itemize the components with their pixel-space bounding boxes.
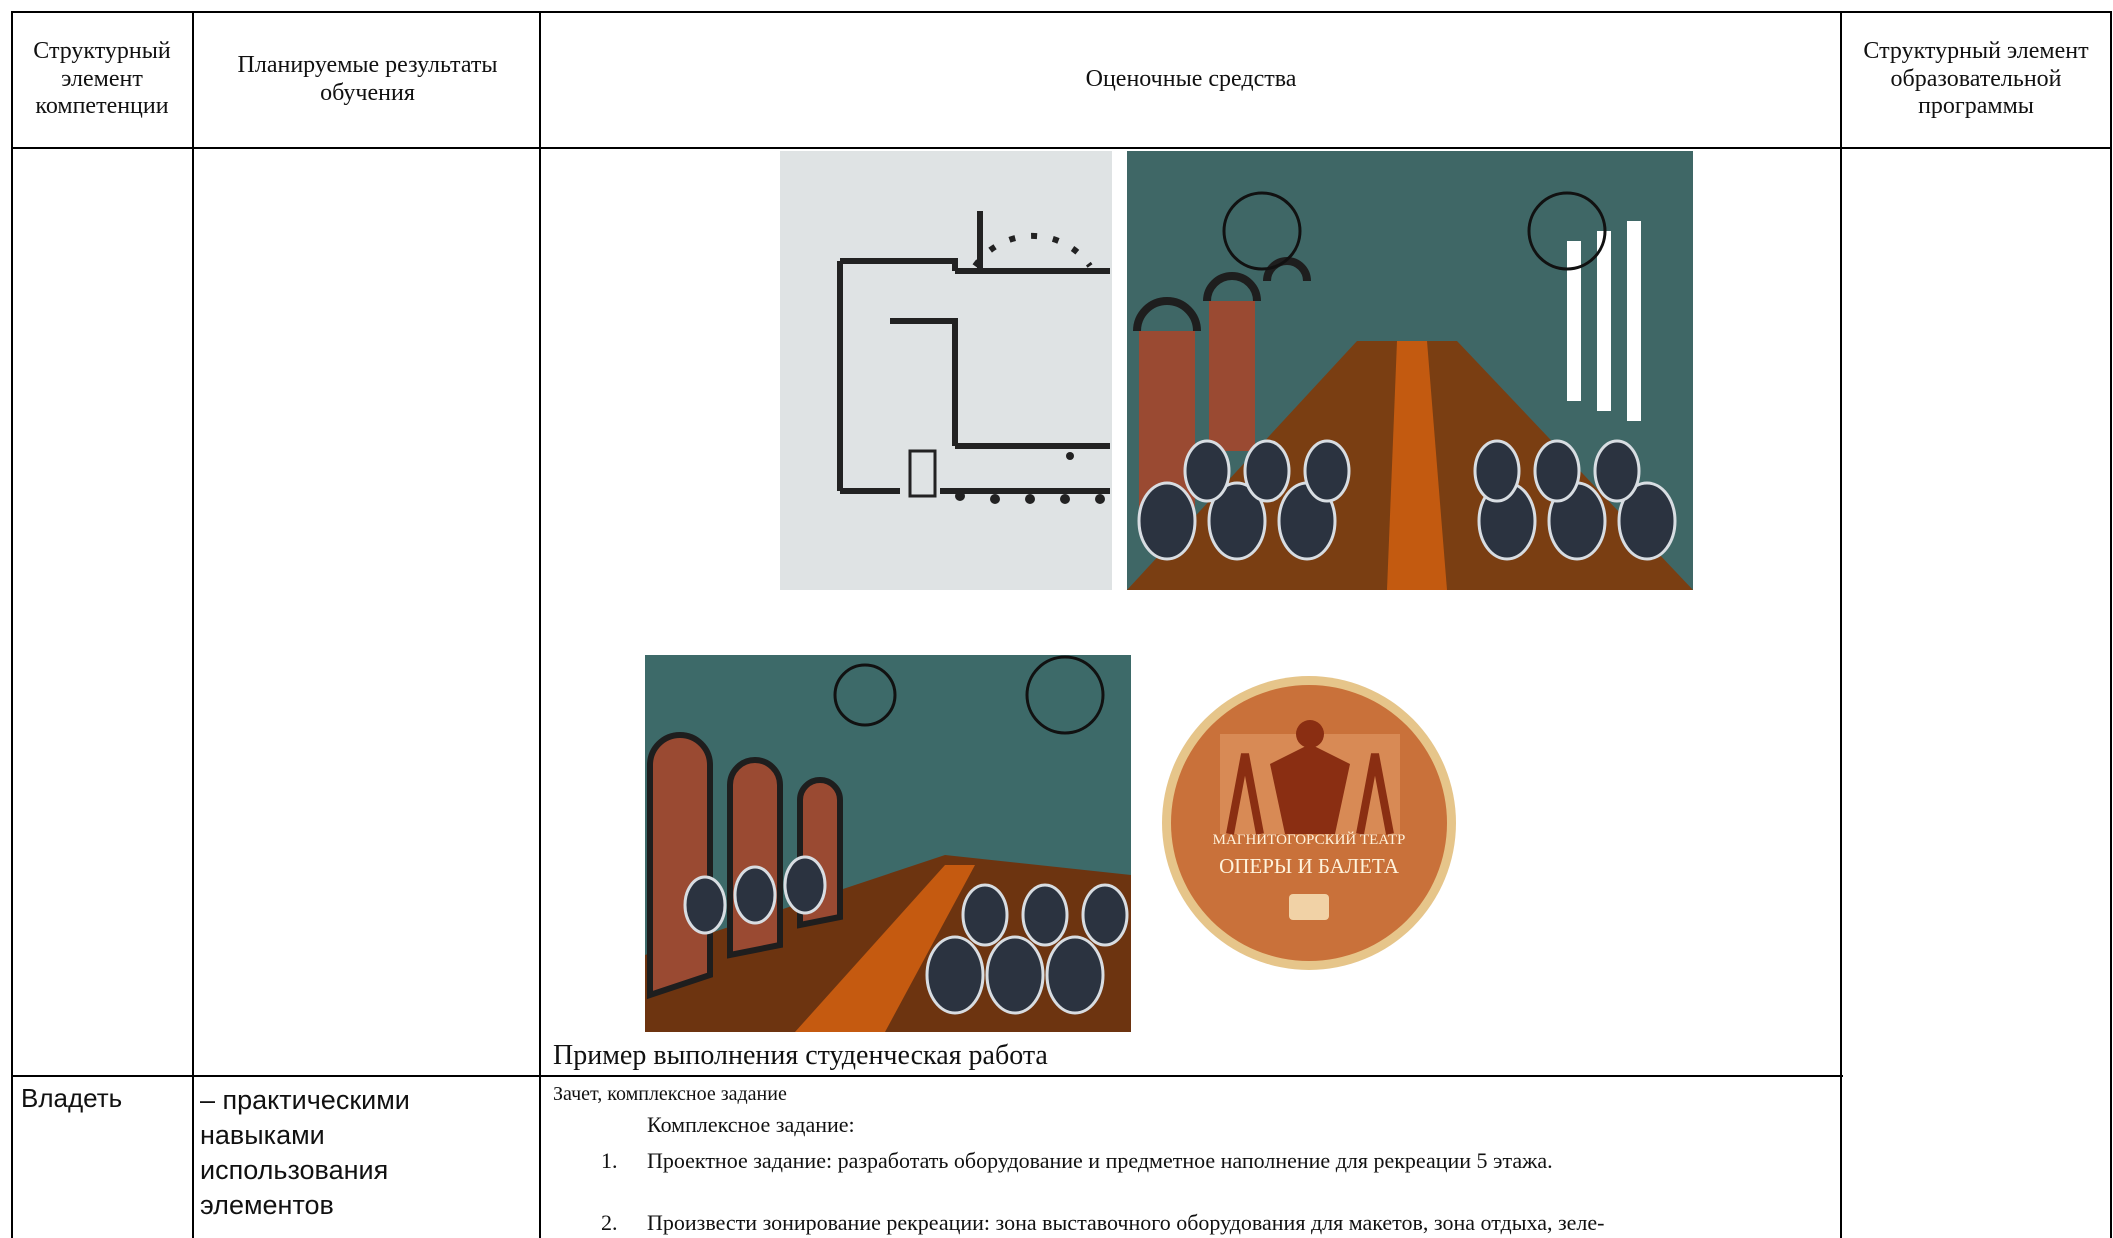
competence-cell: Владеть	[21, 1083, 123, 1113]
border	[2110, 11, 2112, 1238]
header-cell: Структурный элемент образовательной прог…	[1863, 38, 2089, 120]
logo-text: МАГНИТОГОРСКИЙ ТЕАТР	[1213, 831, 1406, 848]
hall-render	[1127, 151, 1693, 590]
border	[11, 147, 2112, 149]
theatre-logo: МАГНИТОГОРСКИЙ ТЕАТР ОПЕРЫ И БАЛЕТА	[1162, 676, 1456, 970]
item-number: 1.	[601, 1148, 618, 1173]
border	[11, 11, 13, 1238]
item-text: Произвести зонирование рекреации: зона в…	[647, 1210, 1605, 1235]
border	[11, 11, 2112, 13]
caption: Пример выполнения студенческая работа	[553, 1040, 1048, 1071]
result-cell: – практическими навыками использования э…	[200, 1085, 410, 1220]
item-text: Проектное задание: разработать оборудова…	[647, 1148, 1553, 1173]
border	[1840, 11, 1842, 1238]
item-number: 2.	[601, 1210, 618, 1235]
header-cell: Структурный элемент компетенции	[33, 38, 171, 120]
floor-plan	[780, 151, 1112, 590]
assessment-subheading: Комплексное задание:	[647, 1112, 855, 1137]
border	[539, 11, 541, 1238]
assessment-heading: Зачет, комплексное задание	[553, 1083, 787, 1105]
header-cell: Оценочные средства	[1085, 65, 1297, 92]
hall-render	[645, 655, 1131, 1032]
border	[11, 1075, 1843, 1077]
header-cell: Планируемые результаты обучения	[237, 51, 498, 106]
logo-text: ОПЕРЫ И БАЛЕТА	[1219, 854, 1400, 878]
border	[192, 11, 194, 1238]
